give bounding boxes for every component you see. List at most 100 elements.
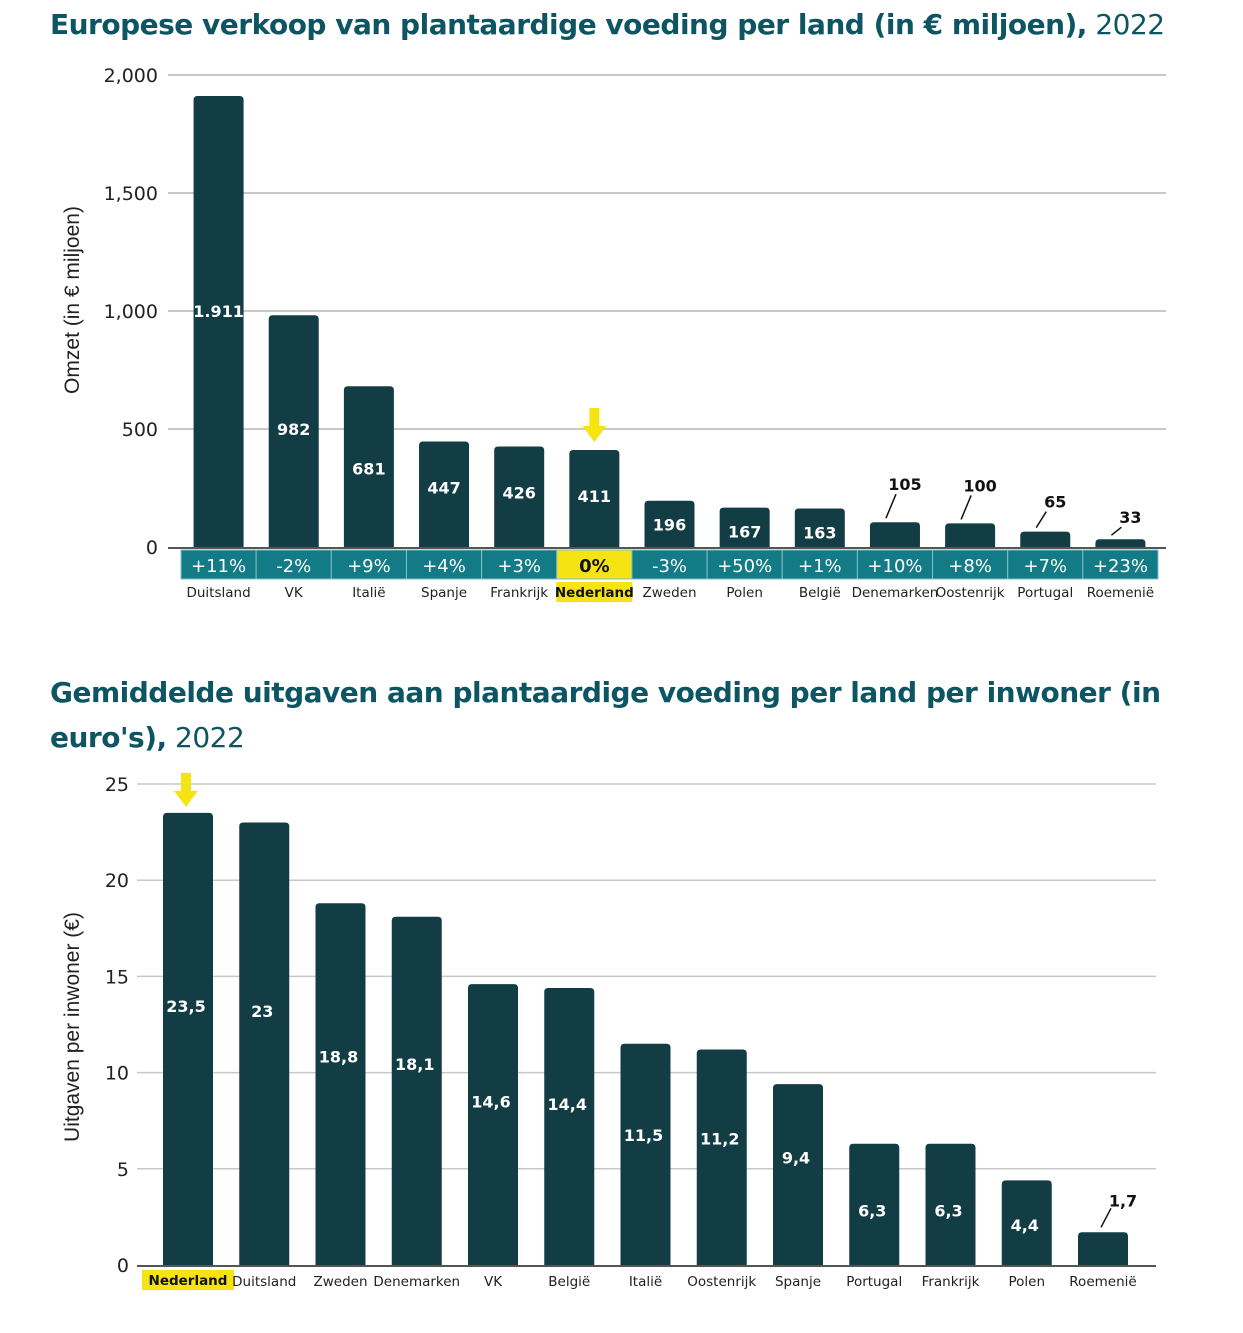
bar (494, 446, 545, 547)
bar (468, 984, 518, 1265)
bar-value-label: 4,4 (1011, 1216, 1039, 1235)
growth-label: +9% (347, 556, 391, 577)
label-leader-line (1035, 511, 1047, 529)
chart1-title-text: Europese verkoop van plantaardige voedin… (50, 8, 1087, 41)
category-label: België (548, 1274, 590, 1290)
growth-label: +50% (717, 556, 772, 577)
y-tick-label: 1,500 (104, 183, 158, 205)
category-label: Nederland (149, 1273, 228, 1289)
bar (544, 987, 595, 1265)
growth-cell (481, 549, 558, 580)
bar-value-label: 18,8 (319, 1047, 358, 1066)
bar-value-label: 681 (352, 459, 385, 478)
category-label: Oostenrijk (936, 585, 1005, 601)
growth-cell (932, 549, 1009, 580)
bar (696, 1049, 747, 1265)
category-label: België (799, 585, 841, 601)
bar (315, 903, 366, 1265)
category-label: Frankrijk (922, 1274, 980, 1290)
y-tick-label: 10 (105, 1063, 129, 1085)
bar-value-label: 163 (803, 524, 836, 543)
bar (945, 523, 996, 547)
bar-value-label: 65 (1044, 493, 1066, 512)
y-axis-label: Omzet (in € miljoen) (61, 206, 84, 394)
growth-label: +4% (422, 556, 466, 577)
chart2-title: Gemiddelde uitgaven aan plantaardige voe… (50, 670, 1200, 760)
bar (794, 508, 845, 547)
chart2-title-year: 2022 (175, 721, 245, 754)
growth-cell (706, 549, 783, 580)
bar (849, 1143, 900, 1265)
bar-value-label: 100 (963, 476, 996, 495)
category-label: Roemenië (1069, 1274, 1136, 1290)
bar-value-label: 167 (728, 523, 761, 542)
bar-value-label: 23 (251, 1002, 273, 1021)
growth-cell (180, 549, 257, 580)
growth-label: +7% (1023, 556, 1067, 577)
bar-value-label: 14,6 (471, 1093, 510, 1112)
category-label: Polen (1008, 1274, 1045, 1290)
bar (869, 522, 920, 547)
growth-label: +8% (948, 556, 992, 577)
category-label: Oostenrijk (687, 1274, 756, 1290)
category-label: Spanje (775, 1274, 821, 1290)
bar-value-label: 1,7 (1109, 1191, 1137, 1210)
growth-label: 0% (579, 556, 610, 577)
bar (925, 1143, 976, 1265)
category-label: Frankrijk (490, 585, 548, 601)
bar-value-label: 447 (427, 479, 460, 498)
highlight-arrow-icon (582, 408, 607, 443)
bar (391, 916, 442, 1265)
chart1-sales-by-country: 0 500 1,000 1,500 2,000 Omzet (in € miljoen) 1… (61, 65, 1166, 602)
bar (620, 1043, 671, 1265)
growth-label: -2% (276, 556, 311, 577)
bar-value-label: 18,1 (395, 1055, 434, 1074)
bar (163, 812, 213, 1265)
growth-label: -3% (652, 556, 687, 577)
y-axis-label: Uitgaven per inwoner (€) (61, 912, 84, 1142)
bar-value-label: 411 (578, 487, 611, 506)
growth-cell (330, 549, 407, 580)
bar-value-label: 196 (653, 516, 686, 535)
growth-cell (781, 549, 858, 580)
bar (569, 450, 620, 547)
bar (343, 386, 394, 547)
y-tick-label: 0 (146, 537, 158, 559)
bar (193, 96, 244, 547)
bar (1078, 1232, 1128, 1265)
category-label: Zweden (642, 585, 696, 601)
category-label: Polen (726, 585, 763, 601)
chart2-title-text: Gemiddelde uitgaven aan plantaardige voe… (50, 676, 1161, 754)
category-label: Zweden (313, 1274, 367, 1290)
category-label: Roemenië (1087, 585, 1154, 601)
label-leader-line (1110, 526, 1122, 536)
bar-value-label: 6,3 (934, 1202, 962, 1221)
growth-label: +10% (867, 556, 922, 577)
category-label: Denemarken (373, 1274, 460, 1290)
bar (1001, 1180, 1052, 1265)
category-label: Nederland (555, 585, 634, 601)
bar-value-label: 14,4 (548, 1095, 587, 1114)
bar-value-label: 33 (1119, 508, 1141, 527)
bar-value-label: 982 (277, 420, 310, 439)
label-leader-line (1100, 1207, 1112, 1228)
growth-cell (556, 549, 633, 580)
growth-label: +3% (497, 556, 541, 577)
y-tick-label: 2,000 (104, 65, 158, 87)
bar-value-label: 6,3 (858, 1202, 886, 1221)
bar-value-label: 23,5 (166, 997, 205, 1016)
y-tick-label: 1,000 (104, 301, 158, 323)
growth-label: +23% (1093, 556, 1148, 577)
category-label: Duitsland (186, 585, 250, 601)
chart1-title: Europese verkoop van plantaardige voedin… (50, 2, 1230, 47)
category-label: Italië (352, 585, 385, 601)
bar (419, 441, 470, 547)
bar-value-label: 11,2 (700, 1129, 739, 1148)
category-label: Portugal (1017, 585, 1073, 601)
label-leader-line (885, 493, 897, 519)
bar-value-label: 1.911 (193, 302, 244, 321)
bar (1020, 531, 1071, 547)
category-label: Duitsland (232, 1274, 296, 1290)
growth-cell (1007, 549, 1084, 580)
